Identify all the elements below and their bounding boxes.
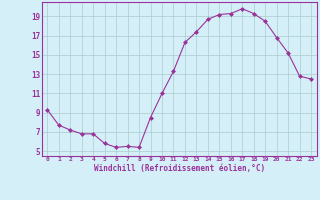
X-axis label: Windchill (Refroidissement éolien,°C): Windchill (Refroidissement éolien,°C): [94, 164, 265, 173]
